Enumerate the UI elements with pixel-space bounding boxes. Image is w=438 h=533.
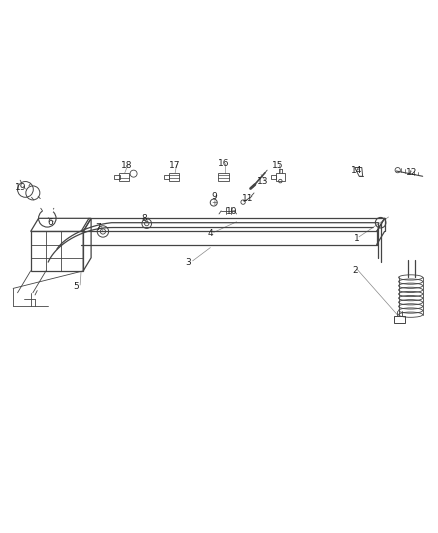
Text: 9: 9 (212, 192, 218, 201)
Text: 16: 16 (218, 159, 229, 168)
Text: 10: 10 (226, 207, 238, 216)
Text: 19: 19 (15, 183, 27, 192)
Text: +: + (211, 199, 217, 206)
Text: 8: 8 (141, 214, 148, 223)
Text: 6: 6 (47, 218, 53, 227)
Text: 17: 17 (170, 161, 181, 170)
Text: 14: 14 (351, 166, 363, 175)
Text: 18: 18 (121, 161, 133, 170)
Text: 11: 11 (242, 194, 253, 203)
Text: 15: 15 (272, 161, 284, 170)
Text: 12: 12 (406, 168, 417, 177)
Text: 4: 4 (208, 229, 213, 238)
Text: 5: 5 (74, 282, 80, 290)
Text: 13: 13 (257, 176, 268, 185)
Text: 1: 1 (354, 233, 360, 243)
Text: 3: 3 (185, 257, 191, 266)
Text: 7: 7 (95, 223, 102, 231)
Text: 2: 2 (352, 266, 357, 276)
